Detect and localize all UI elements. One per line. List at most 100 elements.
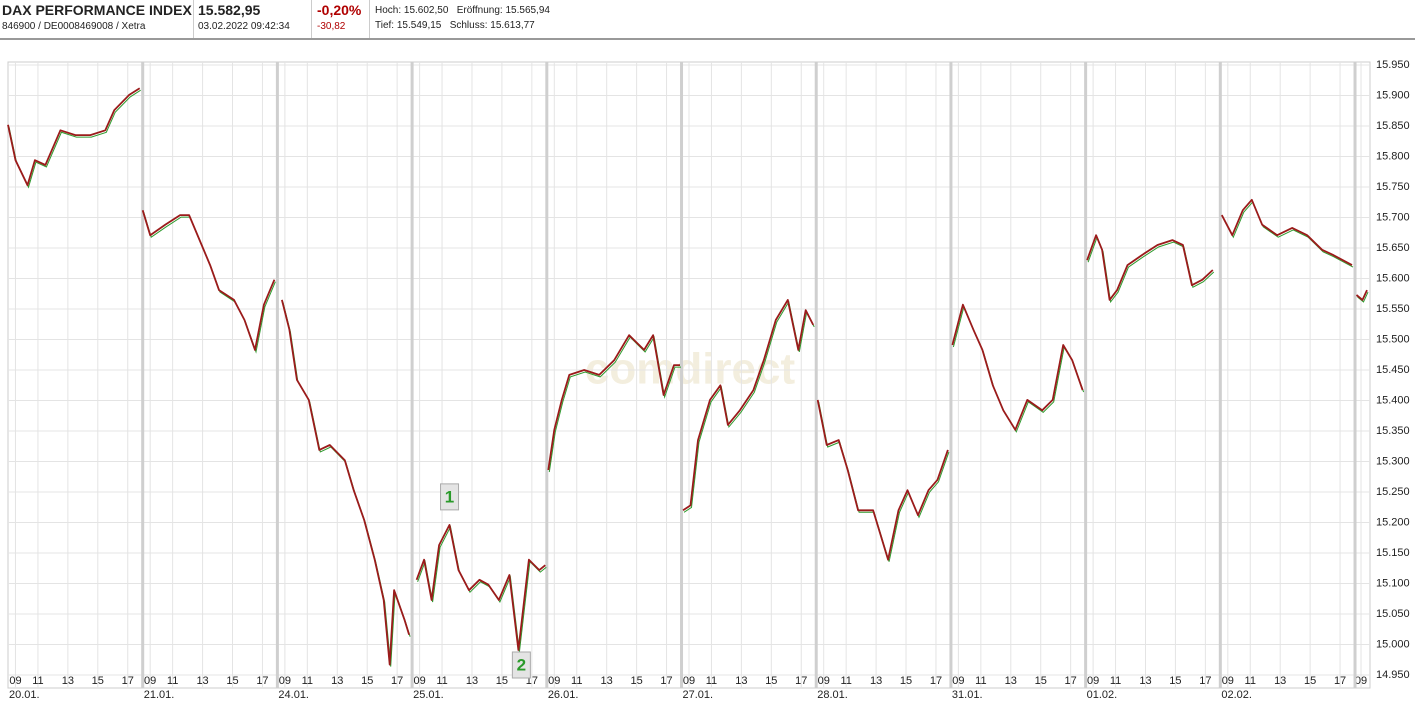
date-label: 24.01. <box>278 689 309 701</box>
date-label: 25.01. <box>413 689 444 701</box>
separator <box>369 0 370 38</box>
x-tick-label: 09 <box>413 675 425 687</box>
y-tick-label: 15.400 <box>1376 394 1410 406</box>
y-tick-label: 15.500 <box>1376 333 1410 345</box>
date-label: 27.01. <box>683 689 714 701</box>
x-tick-label: 17 <box>930 675 942 687</box>
x-tick-label: 09 <box>1087 675 1099 687</box>
y-tick-label: 15.000 <box>1376 638 1410 650</box>
x-tick-label: 09 <box>1222 675 1234 687</box>
open: Eröffnung: 15.565,94 <box>456 5 550 16</box>
y-tick-label: 15.250 <box>1376 486 1410 498</box>
annotation-label: 2 <box>517 655 526 674</box>
x-tick-label: 17 <box>1334 675 1346 687</box>
x-tick-label: 11 <box>1245 675 1256 687</box>
timestamp: 03.02.2022 09:42:34 <box>198 21 290 32</box>
x-tick-label: 15 <box>361 675 373 687</box>
y-tick-label: 15.150 <box>1376 547 1410 559</box>
stats: Hoch: 15.602,50 Eröffnung: 15.565,94 Tie… <box>375 5 550 31</box>
x-tick-label: 17 <box>1199 675 1211 687</box>
y-tick-label: 15.900 <box>1376 89 1410 101</box>
y-tick-label: 15.300 <box>1376 455 1410 467</box>
x-tick-label: 13 <box>870 675 882 687</box>
price-line <box>7 87 1368 666</box>
y-tick-label: 15.550 <box>1376 303 1410 315</box>
x-tick-label: 09 <box>1355 675 1367 687</box>
y-tick-label: 15.650 <box>1376 242 1410 254</box>
x-tick-label: 15 <box>1035 675 1047 687</box>
instrument-name: DAX PERFORMANCE INDEX <box>2 2 192 18</box>
x-tick-label: 17 <box>391 675 403 687</box>
instrument-id: 846900 / DE0008469008 / Xetra <box>2 21 146 32</box>
price: 15.582,95 <box>198 2 261 18</box>
y-tick-label: 15.750 <box>1376 181 1410 193</box>
y-tick-label: 15.700 <box>1376 211 1410 223</box>
separator <box>193 0 194 38</box>
annotation-label: 1 <box>445 487 454 506</box>
x-tick-label: 13 <box>196 675 208 687</box>
x-tick-label: 17 <box>1065 675 1077 687</box>
x-tick-label: 13 <box>601 675 613 687</box>
separator <box>311 0 312 38</box>
y-tick-label: 15.050 <box>1376 608 1410 620</box>
x-tick-label: 17 <box>122 675 134 687</box>
x-tick-label: 15 <box>765 675 777 687</box>
x-tick-label: 15 <box>630 675 642 687</box>
x-tick-label: 11 <box>436 675 447 687</box>
change-abs: -30,82 <box>317 21 346 32</box>
x-tick-label: 13 <box>62 675 74 687</box>
annotation-box <box>440 483 460 511</box>
y-tick-label: 15.200 <box>1376 516 1410 528</box>
x-tick-label: 09 <box>9 675 21 687</box>
y-tick-label: 15.350 <box>1376 425 1410 437</box>
date-label: 21.01. <box>144 689 175 701</box>
date-label: 28.01. <box>817 689 848 701</box>
header: DAX PERFORMANCE INDEX 846900 / DE0008469… <box>0 0 1415 40</box>
x-tick-label: 11 <box>1110 675 1121 687</box>
y-tick-label: 15.850 <box>1376 120 1410 132</box>
instrument: DAX PERFORMANCE INDEX 846900 / DE0008469… <box>2 2 192 32</box>
y-tick-label: 14.950 <box>1376 669 1410 681</box>
x-tick-label: 11 <box>706 675 717 687</box>
x-tick-label: 17 <box>660 675 672 687</box>
x-tick-label: 15 <box>92 675 104 687</box>
high: Hoch: 15.602,50 <box>375 5 449 16</box>
date-label: 01.02. <box>1087 689 1118 701</box>
date-label: 20.01. <box>9 689 40 701</box>
low: Tief: 15.549,15 <box>375 20 442 31</box>
x-tick-label: 17 <box>256 675 268 687</box>
annotation-box <box>511 651 531 679</box>
x-tick-label: 11 <box>302 675 313 687</box>
date-label: 26.01. <box>548 689 579 701</box>
x-tick-label: 11 <box>32 675 43 687</box>
price-box: 15.582,95 03.02.2022 09:42:34 <box>198 2 290 32</box>
y-tick-label: 15.600 <box>1376 272 1410 284</box>
x-tick-label: 09 <box>548 675 560 687</box>
close: Schluss: 15.613,77 <box>449 20 535 31</box>
change-pct: -0,20% <box>317 2 362 18</box>
watermark: comdirect <box>585 345 796 394</box>
y-tick-label: 15.100 <box>1376 577 1410 589</box>
date-label: 31.01. <box>952 689 983 701</box>
x-tick-label: 15 <box>496 675 508 687</box>
x-tick-label: 11 <box>571 675 582 687</box>
x-tick-label: 09 <box>279 675 291 687</box>
change-box: -0,20% -30,82 <box>317 2 361 32</box>
x-tick-label: 13 <box>1274 675 1286 687</box>
x-tick-label: 15 <box>1169 675 1181 687</box>
date-label: 02.02. <box>1221 689 1252 701</box>
y-tick-label: 15.800 <box>1376 150 1410 162</box>
x-tick-label: 13 <box>466 675 478 687</box>
x-tick-label: 13 <box>331 675 343 687</box>
x-tick-label: 17 <box>795 675 807 687</box>
x-tick-label: 13 <box>1139 675 1151 687</box>
x-tick-label: 13 <box>1005 675 1017 687</box>
y-tick-label: 15.950 <box>1376 59 1410 71</box>
x-tick-label: 13 <box>735 675 747 687</box>
x-tick-label: 09 <box>952 675 964 687</box>
x-tick-label: 09 <box>818 675 830 687</box>
x-tick-label: 11 <box>840 675 851 687</box>
y-tick-label: 15.450 <box>1376 364 1410 376</box>
